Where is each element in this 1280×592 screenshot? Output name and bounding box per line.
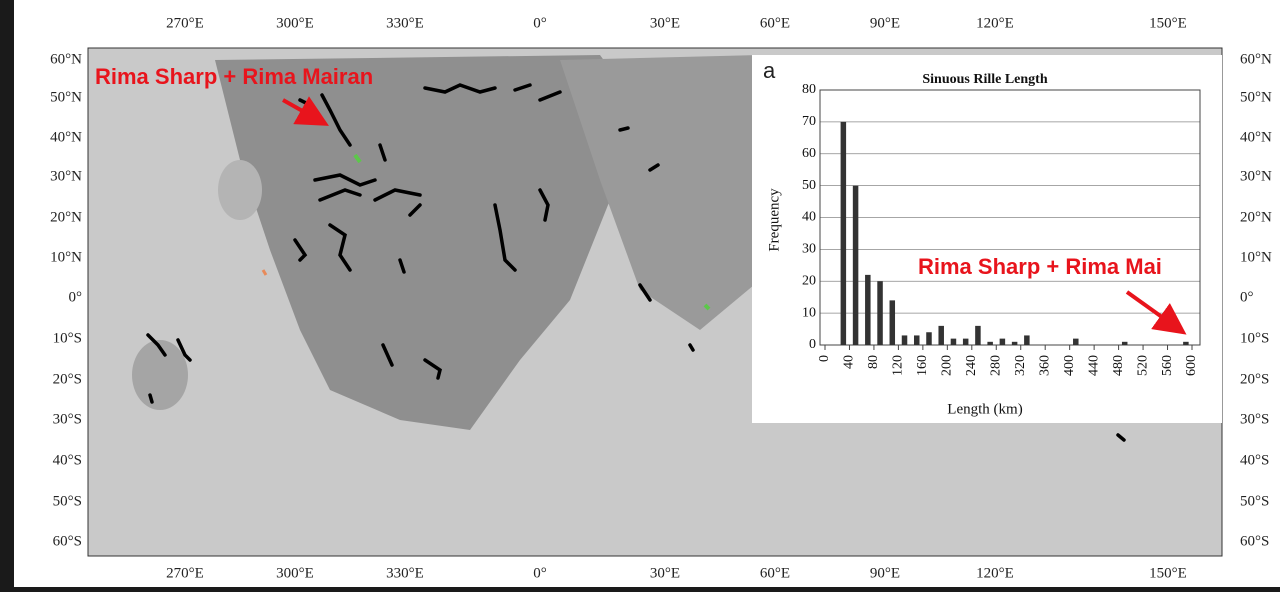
y-tick-label: 0 — [809, 337, 816, 352]
y-tick-label: 70 — [802, 114, 816, 129]
map-top-label: 120°E — [976, 15, 1014, 31]
chart-title: Sinuous Rille Length — [922, 72, 1047, 87]
y-tick-label: 80 — [802, 82, 816, 97]
map-bottom-label: 0° — [533, 565, 547, 581]
bar — [963, 339, 969, 345]
x-tick-label: 40 — [842, 355, 857, 369]
x-tick-label: 520 — [1135, 355, 1150, 376]
bar — [938, 326, 944, 345]
y-tick-label: 30 — [802, 242, 816, 257]
map-left-label: 30°N — [50, 168, 82, 184]
map-left-label: 30°S — [53, 411, 82, 427]
panel-label: a — [763, 58, 776, 83]
x-tick-label: 560 — [1160, 355, 1175, 376]
y-axis-label: Frequency — [766, 188, 782, 252]
x-tick-label: 240 — [964, 355, 979, 376]
y-tick-label: 40 — [802, 210, 816, 225]
map-top-label: 150°E — [1149, 15, 1187, 31]
bar — [890, 300, 896, 345]
map-left-label: 40°S — [53, 452, 82, 468]
bar — [975, 326, 981, 345]
map-top-label: 60°E — [760, 15, 790, 31]
map-top-label: 300°E — [276, 15, 314, 31]
x-tick-label: 400 — [1062, 355, 1077, 376]
map-right-label: 50°S — [1240, 493, 1269, 509]
map-right-label: 0° — [1240, 289, 1254, 305]
map-right-label: 30°S — [1240, 411, 1269, 427]
map-right-label: 10°S — [1240, 330, 1269, 346]
inset-background — [752, 55, 1222, 423]
bar — [1000, 339, 1006, 345]
bar — [914, 335, 920, 345]
x-tick-label: 440 — [1086, 355, 1101, 376]
map-top-label: 270°E — [166, 15, 204, 31]
map-top-label: 90°E — [870, 15, 900, 31]
map-left-label: 50°N — [50, 89, 82, 105]
page: 270°E 300°E 330°E 0° 30°E 60°E 90°E 120°E 150°E 2… — [0, 0, 1280, 587]
x-tick-label: 160 — [915, 355, 930, 376]
x-tick-label: 480 — [1111, 355, 1126, 376]
bar — [902, 335, 908, 345]
map-bottom-label: 120°E — [976, 565, 1014, 581]
bar — [841, 122, 847, 345]
map-right-label: 60°N — [1240, 51, 1272, 67]
map-right-label: 10°N — [1240, 249, 1272, 265]
bar — [1012, 342, 1018, 345]
y-tick-label: 60 — [802, 146, 816, 161]
map-top-label: 330°E — [386, 15, 424, 31]
bar — [1024, 335, 1030, 345]
x-tick-label: 200 — [940, 355, 955, 376]
map-bottom-label: 330°E — [386, 565, 424, 581]
map-top-label: 30°E — [650, 15, 680, 31]
map-left-label: 0° — [69, 289, 83, 305]
map-bottom-label: 90°E — [870, 565, 900, 581]
map-left-label: 20°N — [50, 209, 82, 225]
map-bottom-label: 30°E — [650, 565, 680, 581]
map-right-label: 60°S — [1240, 533, 1269, 549]
map-left-label: 60°S — [53, 533, 82, 549]
map-left-label: 50°S — [53, 493, 82, 509]
annotation: Rima Sharp + Rima Mairan — [95, 64, 373, 89]
bar — [877, 281, 883, 345]
y-tick-label: 10 — [802, 305, 816, 320]
x-axis-label: Length (km) — [947, 401, 1022, 417]
map-bottom-label: 300°E — [276, 565, 314, 581]
x-tick-label: 80 — [866, 355, 881, 369]
map-right-label: 30°N — [1240, 168, 1272, 184]
x-tick-label: 0 — [817, 355, 832, 362]
x-tick-label: 600 — [1184, 355, 1199, 376]
map-right-label: 20°S — [1240, 371, 1269, 387]
x-tick-label: 360 — [1037, 355, 1052, 376]
rille-green — [705, 305, 709, 309]
map-bottom-label: 270°E — [166, 565, 204, 581]
bar — [853, 186, 859, 345]
bar — [926, 332, 932, 345]
bar — [987, 342, 993, 345]
map-left-label: 20°S — [53, 371, 82, 387]
mare-region — [218, 160, 262, 220]
map-right-label: 40°N — [1240, 129, 1272, 145]
map-right-label: 50°N — [1240, 89, 1272, 105]
y-tick-label: 50 — [802, 178, 816, 193]
y-tick-label: 20 — [802, 273, 816, 288]
figure: 270°E 300°E 330°E 0° 30°E 60°E 90°E 120°E 150°E 2… — [0, 0, 1280, 587]
x-tick-label: 320 — [1013, 355, 1028, 376]
bar — [1073, 339, 1079, 345]
map-left-label: 60°N — [50, 51, 82, 67]
bar — [1122, 342, 1128, 345]
x-tick-label: 120 — [891, 355, 906, 376]
bar — [1183, 342, 1189, 345]
map-left-label: 10°N — [50, 249, 82, 265]
annotation: Rima Sharp + Rima Mai — [918, 254, 1162, 279]
map-right-label: 20°N — [1240, 209, 1272, 225]
map-left-label: 10°S — [53, 330, 82, 346]
x-tick-label: 280 — [988, 355, 1003, 376]
map-left-label: 40°N — [50, 129, 82, 145]
map-top-label: 0° — [533, 15, 547, 31]
map-bottom-label: 60°E — [760, 565, 790, 581]
map-right-label: 40°S — [1240, 452, 1269, 468]
bar — [951, 339, 957, 345]
map-bottom-label: 150°E — [1149, 565, 1187, 581]
bar — [865, 275, 871, 345]
